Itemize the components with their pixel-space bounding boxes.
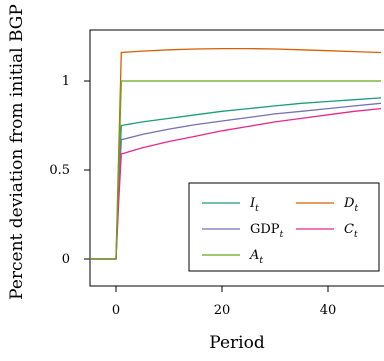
legend-label-gdp: GDPt	[250, 222, 284, 240]
x-axis-label: Period	[209, 333, 265, 353]
legend-label-d: Dt	[343, 196, 358, 214]
legend-label-c: Ct	[344, 222, 358, 240]
x-tick-label: 20	[214, 303, 231, 318]
series-layer	[89, 47, 382, 260]
legend-box	[188, 182, 380, 272]
series-line-a	[89, 80, 381, 260]
y-axis-label: Percent deviation from initial BGP	[7, 4, 27, 300]
x-tick-label: 40	[320, 303, 337, 318]
x-tick-label: 0	[112, 303, 120, 318]
y-tick-label: 0	[62, 252, 70, 267]
legend-label-a: At	[249, 248, 263, 266]
y-tick-label: 1	[62, 74, 70, 89]
plot-frame	[89, 29, 384, 287]
y-axis-ticks: 00.51	[49, 74, 90, 267]
x-axis-ticks: 0 20 40	[112, 286, 336, 318]
series-line-c	[89, 107, 382, 260]
chart-legend: It Dt GDPt Ct At	[188, 182, 380, 272]
legend-label-i: It	[249, 196, 259, 214]
y-tick-label: 0.5	[49, 163, 70, 178]
